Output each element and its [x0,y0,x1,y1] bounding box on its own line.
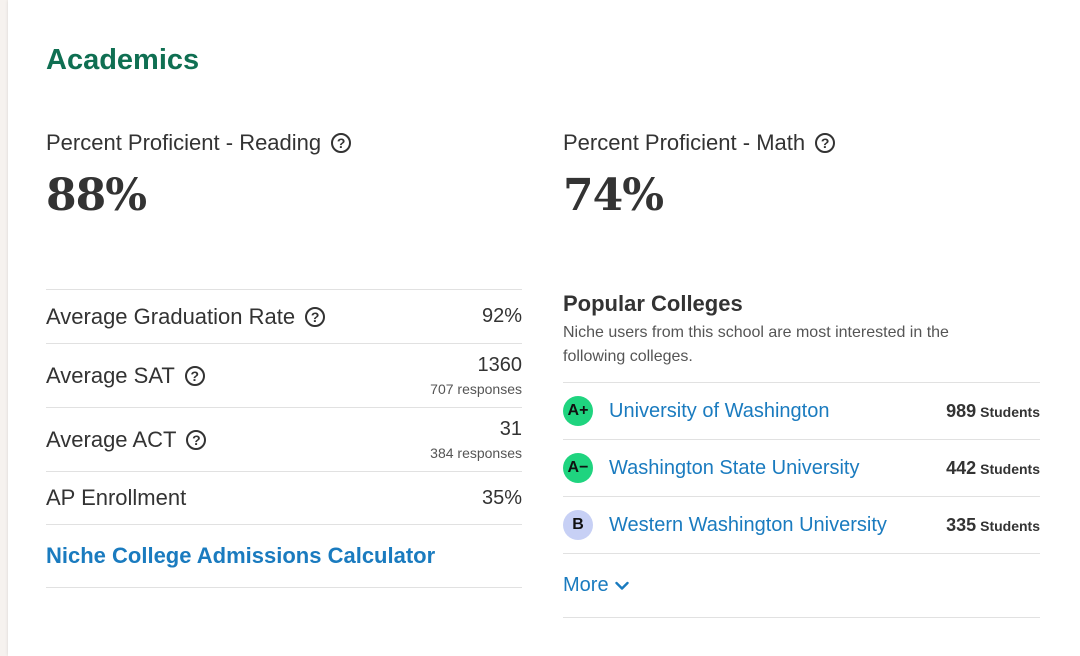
stat-responses: 384 responses [430,445,522,461]
stat-label: Average Graduation Rate [46,303,296,329]
help-icon[interactable]: ? [815,133,836,153]
help-icon[interactable]: ? [184,365,205,386]
stat-label: AP Enrollment [46,485,187,510]
college-row: A− Washington State University 442 Studen… [563,439,1040,496]
help-icon[interactable]: ? [305,306,326,327]
student-unit: Students [980,460,1040,477]
stat-row-ap-enrollment: AP Enrollment 35% [46,471,522,524]
more-label: More [563,574,609,596]
calculator-row: Niche College Admissions Calculator [46,524,522,588]
section-title: Academics [46,44,200,76]
stat-value: 92% [481,305,522,327]
stat-responses: 707 responses [430,381,522,397]
admissions-calculator-link[interactable]: Niche College Admissions Calculator [46,543,436,568]
help-icon[interactable]: ? [331,133,352,153]
college-link[interactable]: Washington State University [609,456,860,479]
math-proficiency-value: 74% [563,170,664,221]
college-link[interactable]: Western Washington University [609,513,887,536]
college-row: B Western Washington University 335 Stude… [563,496,1040,553]
more-row: More [563,553,1040,618]
student-unit: Students [980,517,1040,534]
help-icon[interactable]: ? [186,429,207,450]
academic-stats: Average Graduation Rate ? 92% Average SA… [46,289,522,588]
grade-badge: A− [563,453,593,483]
college-list: A+ University of Washington 989 Students … [563,382,1040,618]
student-count: 989 [946,400,977,421]
math-proficiency-label: Percent Proficient - Math [563,130,806,155]
stat-value: 1360 [477,354,523,376]
stat-label: Average ACT [46,426,177,452]
stat-row-sat: Average SAT ? 1360 707 responses [46,343,522,407]
stat-row-act: Average ACT ? 31 384 responses [46,407,522,471]
chevron-down-icon [614,581,629,590]
grade-badge: A+ [563,396,593,426]
grade-badge: B [563,510,593,540]
popular-colleges: Popular Colleges Niche users from this s… [563,291,1040,618]
popular-colleges-description: Niche users from this school are most in… [563,324,949,365]
stat-label: Average SAT [46,362,175,388]
math-proficiency: Percent Proficient - Math ? 74% [563,130,836,221]
college-row: A+ University of Washington 989 Students [563,382,1040,439]
student-count: 442 [946,457,977,478]
student-unit: Students [980,403,1040,420]
stat-value: 31 [499,418,522,440]
popular-colleges-title: Popular Colleges [563,291,743,316]
reading-proficiency-value: 88% [46,170,147,221]
college-link[interactable]: University of Washington [609,399,830,422]
academics-card: Academics Percent Proficient - Reading ?… [8,0,1080,656]
more-colleges-button[interactable]: More [563,574,629,597]
stat-row-graduation-rate: Average Graduation Rate ? 92% [46,289,522,343]
reading-proficiency-label: Percent Proficient - Reading [46,130,322,155]
reading-proficiency: Percent Proficient - Reading ? 88% [46,130,352,221]
stat-value: 35% [481,486,522,509]
student-count: 335 [946,514,977,535]
